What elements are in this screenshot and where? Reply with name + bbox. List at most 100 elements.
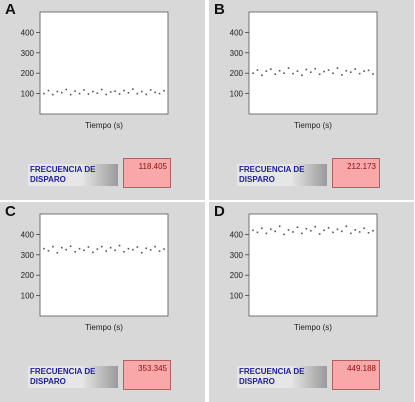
trace-point	[92, 90, 94, 93]
trace-point	[60, 91, 63, 94]
trace-point	[74, 90, 76, 92]
panel-letter: B	[214, 1, 225, 18]
panel-letter: A	[5, 1, 16, 18]
trace-point	[132, 88, 134, 90]
trace-point	[105, 93, 108, 96]
trace-point	[367, 231, 370, 234]
trace-point	[349, 232, 352, 235]
trace-point	[43, 247, 45, 250]
trace-point	[323, 229, 325, 232]
y-tick-label: 300	[21, 251, 35, 260]
trace-point	[265, 70, 268, 72]
trace-point	[309, 71, 312, 73]
trace-point	[345, 225, 348, 228]
panel-b: B 100 200 300 400 Tiempo (s) FRECUENCIA DE …	[209, 0, 414, 200]
y-tick-label: 300	[21, 49, 35, 58]
trace-point	[47, 89, 50, 92]
trace-point	[149, 249, 152, 251]
trace-point	[109, 91, 112, 93]
trace-point	[127, 91, 130, 94]
trace-point	[83, 249, 85, 252]
trace-plot: 100 200 300 400	[230, 11, 378, 115]
trace-point	[354, 68, 357, 70]
trace-point	[345, 69, 348, 72]
trace-point	[158, 92, 161, 95]
trace-point	[354, 229, 357, 231]
trace-point	[296, 226, 299, 229]
y-tick-label: 200	[21, 271, 35, 280]
trace-point	[265, 232, 268, 235]
trace-point	[327, 227, 330, 229]
trace-point	[136, 246, 139, 248]
x-axis-label: Tiempo (s)	[85, 323, 123, 332]
panel-c: C 100 200 300 400 Tiempo (s) FRECUENCIA DE …	[0, 202, 205, 402]
trace-point	[336, 228, 339, 231]
trace-point	[158, 250, 161, 252]
trace-plot: 100 200 300 400	[230, 213, 378, 317]
y-tick-label: 400	[230, 28, 244, 37]
trace-point	[105, 250, 108, 252]
trace-point	[109, 246, 112, 249]
y-tick-label: 100	[230, 90, 244, 99]
trace-point	[367, 69, 370, 72]
trace-point	[278, 69, 281, 72]
trace-point	[52, 93, 54, 96]
trace-point	[52, 245, 54, 248]
trace-point	[127, 247, 130, 250]
firing-frequency-value: 353.345	[123, 360, 171, 390]
trace-point	[318, 233, 321, 235]
firing-frequency-label: FRECUENCIA DE DISPARO	[28, 366, 118, 388]
trace-point	[92, 251, 94, 254]
trace-point	[301, 74, 303, 77]
firing-frequency-label: FRECUENCIA DE DISPARO	[28, 164, 118, 186]
trace-point	[136, 92, 139, 95]
trace-point	[305, 227, 308, 230]
panel-letter: C	[5, 203, 16, 220]
trace-point	[252, 229, 254, 232]
trace-point	[140, 251, 143, 254]
trace-point	[305, 68, 308, 71]
plot-area	[248, 213, 378, 317]
firing-frequency-value: 118.405	[123, 158, 171, 188]
trace-point	[278, 225, 281, 228]
trace-point	[261, 227, 263, 230]
trace-point	[318, 73, 321, 76]
trace-point	[87, 246, 90, 248]
trace-point	[100, 88, 103, 91]
y-tick-label: 100	[21, 292, 35, 301]
firing-frequency-label: FRECUENCIA DE DISPARO	[237, 164, 327, 186]
trace-point	[47, 249, 50, 252]
plot-area	[39, 11, 169, 115]
trace-point	[309, 229, 312, 232]
trace-point	[314, 67, 317, 70]
trace-point	[283, 72, 285, 74]
trace-point	[287, 67, 290, 69]
trace-point	[100, 245, 103, 248]
trace-point	[292, 231, 294, 233]
trace-point	[332, 231, 334, 234]
trace-point	[140, 90, 143, 93]
x-axis-label: Tiempo (s)	[85, 121, 123, 130]
x-axis-label: Tiempo (s)	[294, 121, 332, 130]
trace-point	[83, 89, 85, 91]
y-tick-label: 200	[21, 69, 35, 78]
trace-point	[149, 89, 152, 91]
trace-point	[252, 72, 254, 74]
y-tick-label: 100	[21, 90, 35, 99]
y-tick-label: 400	[21, 230, 35, 239]
trace-point	[314, 225, 317, 228]
trace-point	[118, 244, 121, 247]
trace-point	[341, 230, 343, 233]
firing-frequency-value: 449.188	[332, 360, 380, 390]
y-tick-label: 300	[230, 251, 244, 260]
trace-point	[358, 72, 361, 75]
trace-point	[274, 73, 277, 76]
trace-point	[292, 72, 294, 75]
firing-frequency-value: 212.173	[332, 158, 380, 188]
trace-point	[327, 69, 330, 71]
plot-area	[39, 213, 169, 317]
plot-area	[248, 11, 378, 115]
trace-point	[56, 90, 59, 93]
trace-point	[118, 93, 121, 95]
trace-point	[301, 232, 303, 235]
